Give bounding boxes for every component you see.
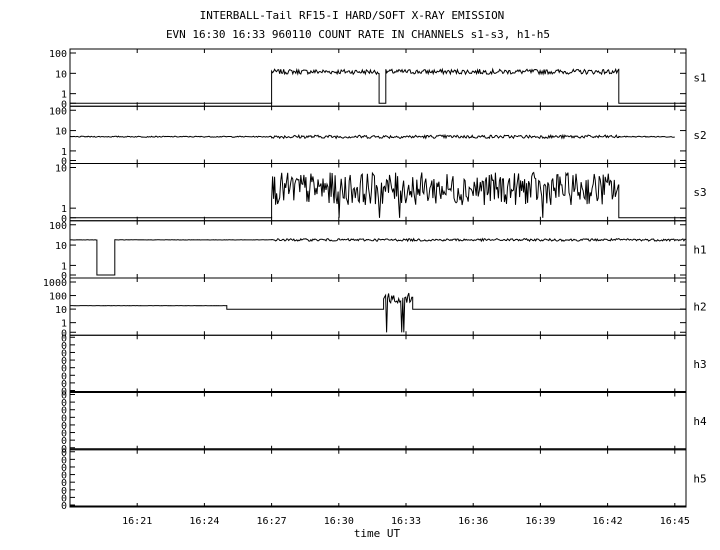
y-tick-label: 100 [49, 292, 67, 303]
panel-s2: s2 100 10 10 [49, 105, 707, 168]
y-tick-label: 0 [61, 364, 67, 375]
panel-s3: s3 10 10 [55, 163, 707, 225]
y-tick-label: 1 [61, 319, 67, 330]
y-tick-label: 0 [61, 341, 67, 352]
y-tick-label: 0 [61, 448, 67, 459]
x-tick-label: 16:30 [324, 516, 354, 527]
channel-label: h4 [693, 415, 707, 428]
panel-frame [69, 105, 687, 164]
channel-label: s1 [693, 72, 706, 85]
y-tick-label: 0 [61, 328, 67, 339]
panel-h1: h1 100 10 10 [49, 220, 707, 282]
y-tick-label: 10 [55, 127, 67, 138]
panel-frame [69, 277, 687, 336]
y-tick-label: 0 [61, 379, 67, 390]
channel-label: h5 [693, 472, 706, 485]
x-tick-label: 16:24 [189, 516, 219, 527]
y-tick-label: 0 [61, 413, 67, 424]
y-tick-label: 0 [61, 493, 67, 504]
panel-frame [69, 334, 687, 393]
y-tick-label: 100 [49, 49, 67, 60]
y-tick-label: 1 [61, 147, 67, 158]
y-tick-label: 0 [61, 444, 67, 455]
series-line-s2 [69, 133, 675, 140]
y-tick-label: 10 [55, 69, 67, 80]
y-tick-label: 100 [49, 221, 67, 232]
channel-label: s2 [693, 129, 706, 142]
x-tick-label: 16:33 [391, 516, 421, 527]
x-tick-label: 16:39 [525, 516, 555, 527]
y-tick-label: 0 [61, 486, 67, 497]
x-tick-label: 16:27 [257, 516, 287, 527]
x-tick-label: 16:42 [593, 516, 623, 527]
x-tick-label: 16:36 [458, 516, 488, 527]
panel-frame [69, 48, 687, 107]
y-tick-label: 0 [61, 455, 67, 466]
channel-label: h1 [693, 243, 706, 256]
y-tick-label: 1 [61, 90, 67, 101]
x-tick-label: 16:21 [122, 516, 152, 527]
y-tick-label: 0 [61, 391, 67, 402]
series-line-h2 [69, 292, 686, 333]
y-tick-label: 0 [61, 271, 67, 282]
y-tick-label: 1 [61, 204, 67, 215]
channel-label: h2 [693, 301, 706, 314]
y-tick-label: 0 [61, 371, 67, 382]
series-line-h1 [69, 237, 687, 276]
panel-frame [69, 392, 687, 451]
panel-frame [69, 220, 687, 279]
x-axis-ticks: 16:21 16:24 16:27 16:30 16:33 16:36 16:39 16:42… [122, 516, 690, 527]
y-tick-label: 0 [61, 463, 67, 474]
y-tick-label: 0 [61, 398, 67, 409]
y-tick-label: 0 [61, 436, 67, 447]
y-tick-label: 10 [55, 305, 67, 316]
y-tick-label: 0 [61, 356, 67, 367]
panel-s1: s1 100 10 10 [49, 48, 707, 110]
y-tick-label: 10 [55, 241, 67, 252]
chart-title: INTERBALL-Tail RF15-I HARD/SOFT X-RAY EM… [200, 9, 505, 22]
channel-label: h3 [693, 358, 706, 371]
y-tick-label: 0 [61, 348, 67, 359]
y-tick-label: 0 [61, 421, 67, 432]
channel-label: s3 [693, 186, 706, 199]
x-axis-label: time UT [354, 527, 401, 540]
y-tick-label: 0 [61, 478, 67, 489]
y-tick-label: 0 [61, 429, 67, 440]
y-tick-label: 0 [61, 333, 67, 344]
x-tick-label: 16:45 [660, 516, 690, 527]
y-tick-label: 1000 [43, 278, 67, 289]
y-tick-label: 100 [49, 106, 67, 117]
panel-stack: s11001010s21001010s31010h11001010h210001… [43, 48, 707, 512]
y-tick-label: 10 [55, 164, 67, 175]
series-line-s1 [70, 67, 686, 104]
y-tick-label: 0 [61, 471, 67, 482]
y-tick-label: 0 [61, 214, 67, 225]
panel-frame [69, 449, 687, 508]
y-tick-label: 0 [61, 406, 67, 417]
y-tick-label: 0 [61, 501, 67, 512]
series-line-s3 [70, 171, 686, 219]
y-tick-label: 1 [61, 261, 67, 272]
y-tick-label: 0 [61, 387, 67, 398]
y-tick-label: 0 [61, 157, 67, 168]
y-tick-label: 0 [61, 99, 67, 110]
chart-subtitle: EVN 16:30 16:33 960110 COUNT RATE IN CHA… [166, 28, 550, 41]
panel-h2: h2 1000 100 10 10 [43, 277, 707, 339]
